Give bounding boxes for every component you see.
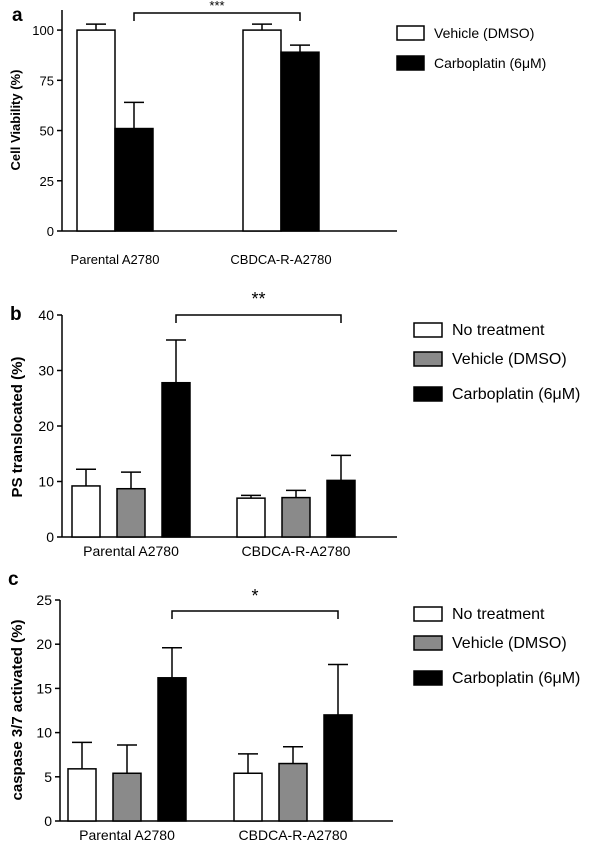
bar [278,762,308,822]
bar [161,381,191,538]
y-tick-label: 20 [36,636,52,652]
y-axis-label: Cell Viability (%) [8,70,23,171]
bar [67,768,97,822]
legend-swatch [396,25,425,41]
category-label: CBDCA-R-A2780 [239,827,348,843]
legend-label: Vehicle (DMSO) [434,25,534,41]
y-axis-label: caspase 3/7 activated (%) [9,620,26,801]
y-tick-label: 20 [38,418,54,434]
bar [280,51,320,232]
legend-label: Vehicle (DMSO) [452,635,567,652]
bar [281,496,311,538]
legend-swatch [413,670,443,686]
bar [112,772,142,822]
significance-stars: * [251,586,258,606]
legend-swatch [413,635,443,651]
legend-label: No treatment [452,606,545,623]
y-tick-label: 0 [44,813,52,829]
category-label: Parental A2780 [83,543,179,559]
y-axis-label: PS translocated (%) [9,357,26,498]
significance-bracket [171,610,339,619]
legend-swatch [413,606,443,622]
panel-label: a [12,5,23,26]
y-tick-label: 10 [36,725,52,741]
bar [242,29,282,232]
bar [326,479,356,538]
bar [116,487,146,538]
y-tick-label: 25 [40,174,54,189]
significance-stars: ** [251,289,265,309]
significance-stars: *** [209,0,224,13]
y-tick-label: 40 [38,307,54,323]
bar [236,497,266,538]
legend-label: Carboplatin (6μM) [452,670,580,687]
panel-c: c caspase 3/7 activated (%) 0 5 10 15 20 25 Pare… [8,569,580,843]
panel-a: a Cell Viability (%) 0 25 50 75 100 Parental A2… [8,0,546,267]
legend-label: Vehicle (DMSO) [452,351,567,368]
legend-label: Carboplatin (6μM) [434,55,546,71]
bar [114,127,154,232]
legend-label: Carboplatin (6μM) [452,386,580,403]
significance-bracket [175,314,342,323]
y-tick-label: 0 [47,224,54,239]
bar [157,677,187,822]
bar [323,714,353,822]
legend-swatch [413,351,443,367]
y-tick-label: 10 [38,474,54,490]
y-tick-label: 5 [44,769,52,785]
y-tick-label: 75 [40,73,54,88]
bar [233,772,263,822]
y-tick-label: 15 [36,680,52,696]
category-label: CBDCA-R-A2780 [230,252,331,267]
bar [71,485,101,538]
legend-swatch [396,55,425,71]
y-tick-label: 25 [36,592,52,608]
bar [76,29,116,232]
panel-label: c [8,569,19,590]
significance-bracket [133,12,301,21]
category-label: Parental A2780 [71,252,160,267]
y-tick-label: 100 [32,23,54,38]
legend-swatch [413,386,443,402]
panel-b: b PS translocated (%) 0 10 20 30 40 Parental A2… [9,289,580,559]
legend-label: No treatment [452,322,545,339]
y-tick-label: 30 [38,363,54,379]
y-tick-label: 0 [46,529,54,545]
y-tick-label: 50 [40,124,54,139]
legend-swatch [413,322,443,338]
category-label: CBDCA-R-A2780 [242,543,351,559]
panel-label: b [10,304,22,325]
category-label: Parental A2780 [79,827,175,843]
